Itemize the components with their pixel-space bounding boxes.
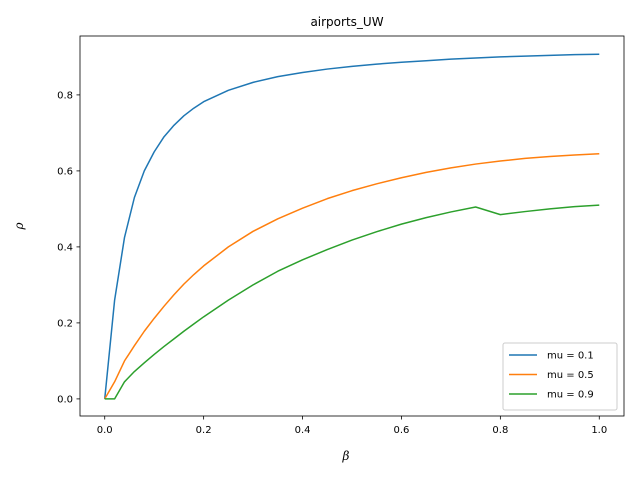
y-tick-label: 0.0 [57,394,73,405]
x-tick-label: 0.2 [196,425,212,436]
y-tick-label: 0.8 [57,90,73,101]
x-axis: 0.0 0.2 0.4 0.6 0.8 1.0 [97,416,607,436]
series-line-2 [104,153,600,400]
x-tick-label: 0.6 [394,425,410,436]
legend-label: mu = 0.5 [547,370,594,381]
plot-frame [79,35,625,417]
x-tick-label: 1.0 [591,425,607,436]
y-axis: 0.0 0.2 0.4 0.6 0.8 [57,90,80,405]
x-tick-label: 0.4 [295,425,311,436]
x-tick-label: 0.0 [97,425,113,436]
y-tick-label: 0.6 [57,166,73,177]
x-tick-label: 0.8 [492,425,508,436]
legend-label: mu = 0.1 [547,351,594,362]
chart-title: airports_UW [310,15,383,29]
series-line-1 [103,53,600,399]
y-tick-label: 0.4 [57,242,73,253]
legend-label: mu = 0.9 [547,390,594,401]
y-tick-label: 0.2 [57,318,73,329]
legend: mu = 0.1 mu = 0.5 mu = 0.9 [502,342,618,411]
plot-area [79,35,625,417]
x-axis-label: β [342,449,350,463]
y-axis-label: ρ [12,222,26,230]
series-line-3 [104,204,600,400]
